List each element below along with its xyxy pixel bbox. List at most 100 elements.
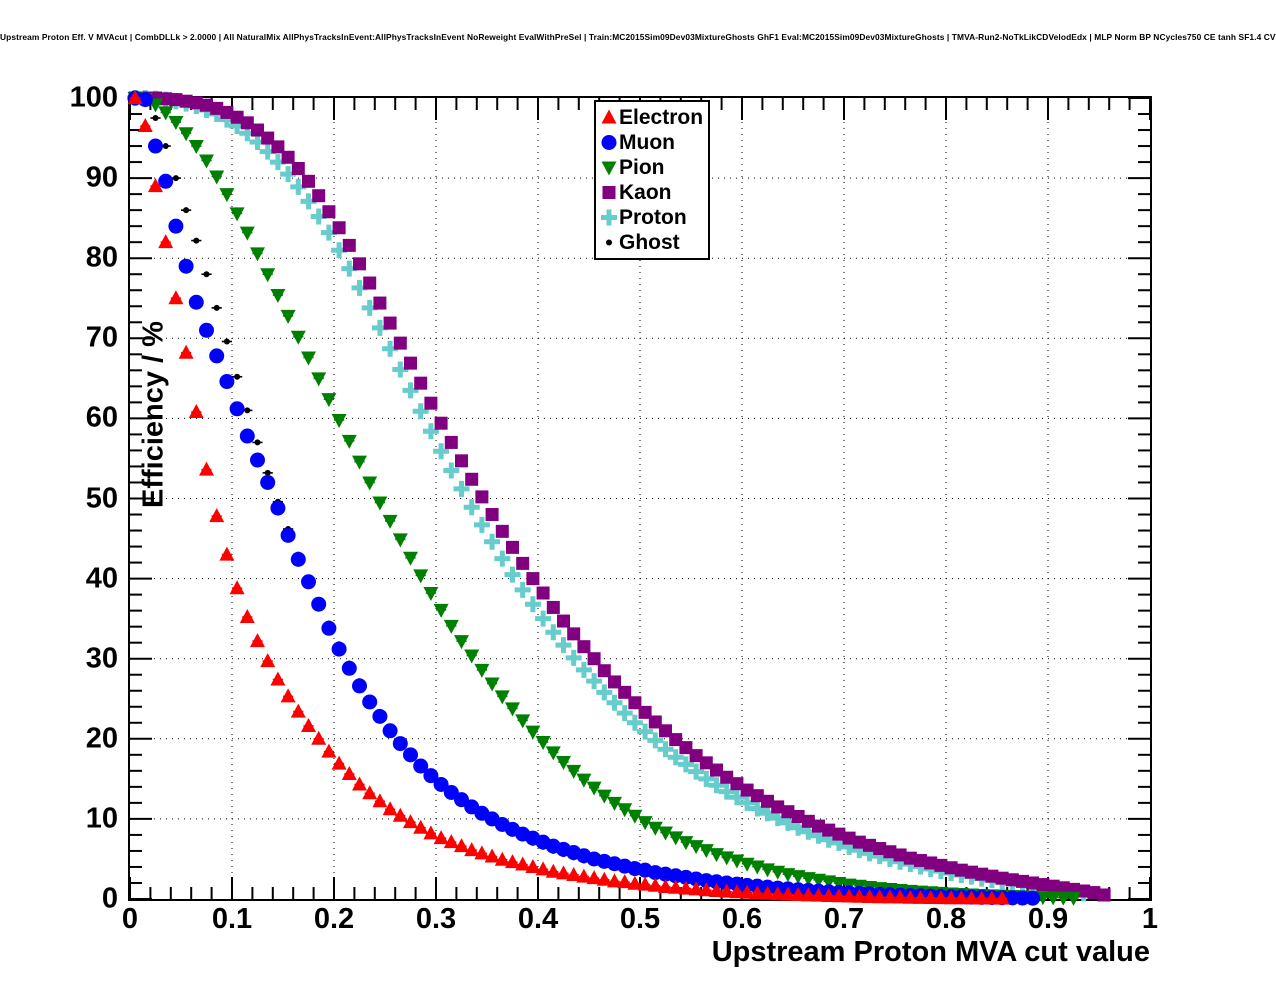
data-point-marker: [209, 170, 225, 185]
data-point-marker: [220, 105, 234, 119]
x-tick-label: 0.2: [313, 903, 355, 935]
data-point-marker: [239, 226, 255, 241]
data-point-marker: [301, 351, 316, 366]
data-point-marker: [770, 886, 786, 901]
data-point-marker: [290, 330, 306, 345]
plot-title: Upstream Proton Eff. V MVAcut | CombDLLk…: [0, 32, 1276, 42]
data-point-marker: [601, 135, 617, 150]
data-point-marker: [617, 874, 633, 889]
data-point-marker: [341, 766, 357, 781]
data-point-marker: [371, 319, 388, 336]
data-point-marker: [740, 783, 754, 797]
data-point-marker: [352, 678, 367, 694]
data-point-marker: [810, 827, 827, 844]
data-point-marker: [556, 865, 571, 880]
data-point-marker: [647, 821, 663, 836]
data-point-marker: [494, 851, 510, 866]
data-point-marker: [178, 258, 194, 274]
data-point-marker: [264, 469, 271, 476]
cross-marker-icon: [599, 205, 619, 230]
data-point-marker: [1036, 878, 1050, 892]
triangle-up-marker-icon: [599, 105, 619, 130]
data-point-marker: [505, 702, 520, 717]
data-point-marker: [709, 882, 724, 897]
data-point-marker: [260, 653, 276, 668]
data-point-marker: [607, 873, 622, 888]
data-point-marker: [290, 178, 307, 195]
data-point-marker: [525, 725, 541, 740]
y-axis-label: Efficiency / %: [137, 321, 170, 508]
data-point-marker: [423, 587, 439, 602]
data-point-marker: [586, 870, 602, 885]
data-point-marker: [566, 866, 582, 881]
data-point-marker: [943, 890, 959, 905]
data-point-marker: [352, 776, 367, 791]
data-point-marker: [514, 581, 531, 598]
data-point-marker: [158, 173, 174, 189]
data-point-marker: [341, 260, 358, 277]
data-point-marker: [677, 756, 694, 773]
data-point-marker: [873, 842, 887, 856]
data-point-marker: [811, 887, 826, 902]
data-point-marker: [168, 218, 184, 234]
data-point-marker: [422, 423, 439, 440]
legend-label: Muon: [619, 131, 675, 154]
data-point-marker: [229, 118, 246, 135]
data-point-marker: [739, 884, 755, 899]
data-point-marker: [790, 886, 806, 901]
data-point-marker: [903, 851, 917, 865]
data-point-marker: [250, 452, 265, 468]
data-point-marker: [199, 322, 214, 338]
data-point-marker: [678, 836, 694, 851]
x-tick-label: 0: [121, 903, 139, 935]
y-tick-label: 20: [85, 722, 118, 755]
data-point-marker: [413, 819, 429, 834]
data-point-marker: [363, 276, 377, 290]
data-point-marker: [454, 635, 469, 650]
data-point-marker: [923, 890, 939, 905]
plot-frame: Efficiency / % Upstream Proton MVA cut v…: [70, 82, 1158, 969]
data-point-marker: [606, 694, 623, 711]
data-point-marker: [210, 101, 224, 115]
data-point-marker: [546, 600, 560, 614]
data-point-marker: [1016, 874, 1029, 888]
data-point-marker: [239, 609, 255, 624]
data-point-marker: [169, 93, 183, 107]
data-point-marker: [218, 111, 235, 128]
data-point-marker: [249, 134, 266, 151]
chart-legend: Electron Muon Pion Kaon Proton Ghost: [594, 100, 710, 260]
data-point-marker: [495, 524, 509, 538]
x-tick-label: 0.5: [619, 903, 661, 935]
data-point-marker: [851, 888, 867, 903]
y-tick-label: 10: [85, 802, 118, 835]
legend-entry-pion: Pion: [599, 155, 706, 180]
data-point-marker: [515, 714, 531, 729]
data-point-marker: [576, 868, 592, 883]
data-point-marker: [1026, 876, 1040, 890]
data-point-marker: [627, 875, 643, 890]
data-point-marker: [720, 770, 734, 784]
data-point-marker: [1056, 881, 1070, 895]
data-point-marker: [524, 596, 541, 613]
data-point-marker: [842, 831, 856, 845]
data-point-marker: [526, 572, 540, 586]
data-point-marker: [172, 175, 179, 182]
data-point-marker: [392, 736, 408, 752]
square-marker-icon: [599, 180, 619, 205]
x-tick-label: 0.8: [925, 903, 967, 935]
data-point-marker: [994, 890, 1010, 905]
data-point-marker: [995, 871, 1009, 885]
data-point-marker: [351, 279, 368, 296]
data-point-marker: [412, 403, 429, 420]
data-point-marker: [871, 848, 888, 865]
data-point-marker: [607, 796, 622, 811]
data-point-marker: [545, 746, 561, 761]
data-point-marker: [484, 533, 501, 550]
data-point-marker: [1087, 886, 1101, 900]
data-point-marker: [779, 814, 796, 831]
data-point-marker: [484, 677, 500, 692]
data-point-marker: [708, 777, 725, 794]
data-point-marker: [658, 826, 673, 841]
data-point-marker: [188, 140, 204, 155]
